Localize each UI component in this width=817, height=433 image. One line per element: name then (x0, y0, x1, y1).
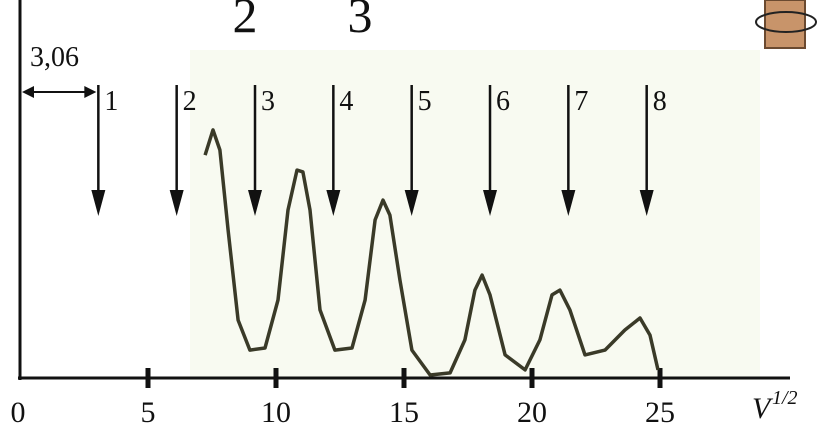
x-tick-label: 10 (261, 396, 291, 429)
top-label: 3 (348, 0, 373, 43)
peak-arrowhead (561, 190, 576, 216)
peak-arrowhead (404, 190, 419, 216)
rotation-icon (755, 0, 817, 49)
x-tick-label: 0 (11, 396, 26, 429)
curve (203, 128, 660, 377)
icon-body (764, 0, 806, 49)
icon-ring (755, 11, 817, 33)
x-axis-label-superscript: 1/2 (772, 387, 798, 409)
arrow-label: 3 (261, 86, 275, 117)
peak-arrowhead (326, 190, 341, 216)
arrow-label: 7 (574, 86, 588, 117)
arrow-label: 8 (653, 86, 667, 117)
peak-arrowhead (91, 190, 106, 216)
annotation-label: 3,06 (30, 42, 79, 73)
x-axis-label: V (752, 392, 774, 425)
arrow-label: 1 (104, 86, 118, 117)
x-tick-label: 15 (389, 396, 419, 429)
x-tick-label: 20 (517, 396, 547, 429)
top-label: 2 (233, 0, 258, 43)
peak-arrowhead (248, 190, 263, 216)
background-patch (190, 50, 760, 380)
peak-arrowhead (483, 190, 498, 216)
arrow-label: 5 (418, 86, 432, 117)
x-tick-label: 25 (645, 396, 675, 429)
arrow-label: 4 (339, 86, 353, 117)
peak-arrowhead (639, 190, 654, 216)
arrow-label: 2 (183, 86, 197, 117)
peak-arrowhead (169, 190, 184, 216)
x-tick-label: 5 (141, 396, 156, 429)
arrow-label: 6 (496, 86, 510, 117)
